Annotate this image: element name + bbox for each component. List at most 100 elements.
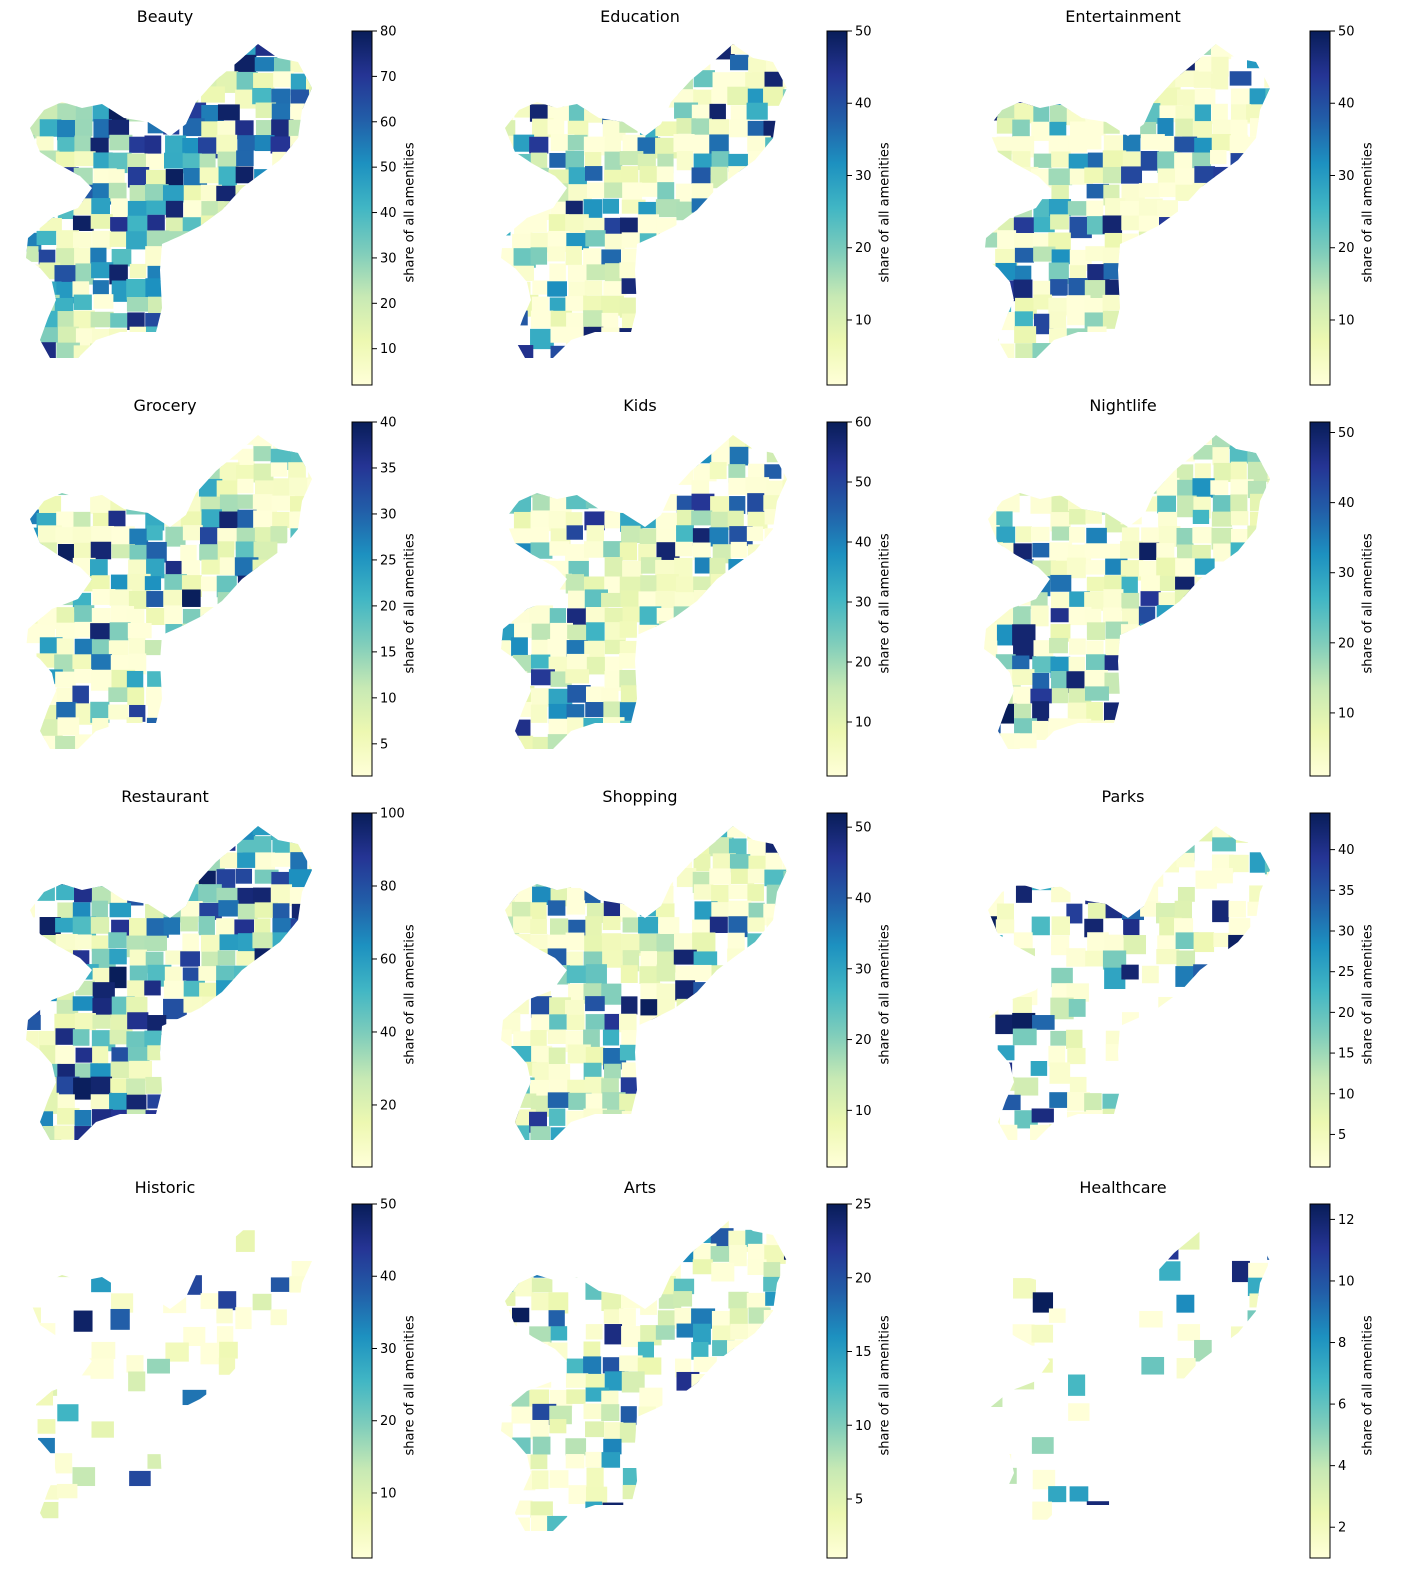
tract — [1214, 359, 1234, 379]
tract — [290, 826, 307, 844]
tract — [1193, 932, 1215, 953]
tract — [712, 1387, 735, 1405]
tract — [307, 1047, 312, 1068]
tract — [1102, 150, 1127, 168]
tract — [216, 134, 238, 155]
tract — [1124, 360, 1148, 378]
tract — [57, 311, 76, 331]
tract — [675, 326, 692, 346]
tract — [1123, 749, 1141, 766]
tract — [183, 853, 202, 875]
tract — [110, 1308, 130, 1330]
tract — [1230, 717, 1251, 736]
tract — [784, 527, 787, 546]
tract — [37, 735, 56, 749]
tract — [1066, 948, 1086, 967]
tract — [728, 559, 750, 576]
tract — [1015, 343, 1036, 358]
tract — [501, 1516, 516, 1531]
tract — [1177, 479, 1197, 498]
tract — [1177, 495, 1197, 518]
tract — [709, 916, 728, 933]
tract — [674, 1143, 695, 1165]
tract — [1212, 826, 1230, 840]
tract — [637, 463, 655, 486]
tract — [1138, 560, 1156, 577]
tract — [1049, 435, 1067, 448]
tract — [658, 1517, 677, 1531]
tract — [126, 997, 148, 1018]
tract — [1032, 1501, 1052, 1520]
tract — [783, 1030, 787, 1052]
tract — [513, 435, 532, 453]
tract — [583, 248, 602, 266]
tract — [1192, 1028, 1211, 1047]
tract — [26, 949, 37, 967]
tract — [237, 575, 258, 596]
tract — [1267, 264, 1270, 284]
tract — [1249, 1515, 1270, 1531]
tract — [1158, 511, 1178, 530]
tract — [218, 1291, 237, 1311]
tract — [511, 1454, 532, 1470]
tract — [637, 1357, 662, 1375]
tract — [604, 1422, 624, 1442]
tract — [656, 574, 679, 592]
tract — [1031, 1437, 1054, 1454]
tract — [92, 328, 111, 351]
tract — [1069, 839, 1090, 861]
tract — [994, 1076, 1015, 1091]
tract — [200, 607, 222, 624]
tract — [602, 1502, 624, 1520]
tract — [548, 511, 572, 532]
tract — [218, 900, 239, 917]
tract — [288, 199, 305, 216]
tract — [56, 573, 79, 591]
tract — [514, 622, 537, 639]
tract — [709, 1453, 730, 1473]
tract — [128, 1371, 146, 1392]
tract — [568, 461, 589, 484]
tract — [603, 480, 626, 496]
tract — [1265, 167, 1270, 190]
colorbar-tick-label: 40 — [1338, 843, 1355, 858]
tract — [709, 295, 732, 316]
tract — [514, 1533, 532, 1550]
tract — [1193, 215, 1215, 237]
tract — [994, 703, 1017, 724]
colorbar-tick-label: 25 — [855, 1198, 872, 1213]
tract — [501, 464, 513, 482]
tract — [183, 1127, 206, 1140]
tract — [1230, 119, 1248, 136]
tract — [145, 836, 166, 857]
tract — [493, 1142, 511, 1158]
tract — [1123, 919, 1140, 938]
tract — [604, 44, 627, 54]
tract — [91, 525, 115, 547]
tract — [270, 1309, 287, 1326]
tract — [711, 1535, 733, 1551]
tract — [1033, 359, 1053, 378]
tract — [288, 1062, 307, 1078]
tract — [216, 965, 236, 982]
tract — [782, 1357, 787, 1379]
tract — [1087, 751, 1109, 773]
tract — [272, 296, 295, 316]
tract — [26, 853, 38, 875]
tract — [782, 44, 787, 53]
tract — [547, 1227, 569, 1245]
tract — [1122, 312, 1144, 334]
tract — [1033, 246, 1056, 262]
tract — [1104, 719, 1127, 740]
tract — [601, 1452, 621, 1468]
tract — [26, 1307, 42, 1323]
tract — [1247, 702, 1266, 723]
tract — [1139, 623, 1162, 641]
tract — [692, 542, 711, 560]
tract — [765, 328, 784, 343]
tract — [638, 72, 658, 91]
tract — [236, 527, 259, 544]
tract — [1231, 312, 1248, 333]
colorbar-tick-label: 50 — [380, 161, 397, 176]
tract — [783, 592, 787, 608]
